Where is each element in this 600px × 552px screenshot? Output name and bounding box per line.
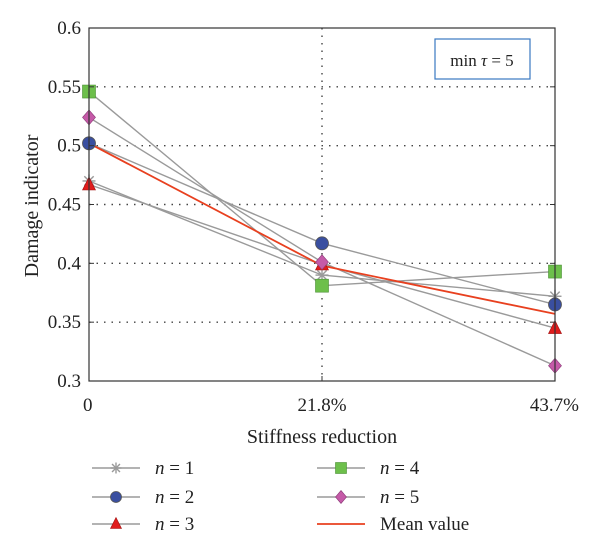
legend-item: n = 2 (92, 487, 194, 508)
legend-label: n = 5 (380, 487, 419, 508)
legend-item: n = 4 (317, 458, 420, 479)
legend-item: n = 1 (92, 458, 194, 479)
y-tick-label: 0.45 (48, 195, 81, 216)
legend: n = 1 n = 2 n = 3 n = 4 n = 5 Mean value (92, 458, 469, 535)
series-markers (82, 84, 562, 374)
legend-label: n = 4 (380, 458, 420, 479)
y-axis-label: Damage indicator (21, 134, 43, 277)
annotation-symbol: τ (481, 51, 488, 70)
annotation-suffix: = 5 (487, 51, 514, 70)
legend-marker-swatch (110, 462, 122, 474)
series-lines (88, 91, 556, 367)
legend-marker-swatch (110, 491, 122, 503)
annotation-box: min τ = 5 (434, 38, 531, 80)
legend-item: n = 5 (317, 487, 419, 508)
y-tick-label: 0.5 (57, 136, 81, 157)
axis-ticks: 0.3 0.35 0.4 0.45 0.5 0.55 0.6 0 21.8% 43.7% (48, 18, 579, 416)
legend-item: n = 3 (92, 514, 194, 535)
y-tick-label: 0.55 (48, 77, 81, 98)
annotation-prefix: min (450, 51, 481, 70)
legend-item: Mean value (317, 514, 469, 535)
x-axis-label: Stiffness reduction (247, 426, 397, 448)
legend-label: n = 3 (155, 514, 194, 535)
legend-marker-swatch (335, 490, 347, 504)
annotation-label: min τ = 5 (450, 51, 513, 70)
x-tick-label: 0 (83, 395, 93, 416)
data-point-n-5 (315, 254, 329, 271)
y-tick-label: 0.6 (57, 18, 81, 39)
legend-label: n = 2 (155, 487, 194, 508)
data-point-n-4 (315, 278, 329, 293)
y-tick-label: 0.4 (57, 253, 81, 274)
legend-label: n = 1 (155, 458, 194, 479)
y-tick-label: 0.35 (48, 312, 81, 333)
grid-lines (89, 28, 555, 381)
legend-label: Mean value (380, 514, 469, 535)
x-tick-label: 43.7% (530, 395, 579, 416)
legend-marker-swatch (335, 462, 347, 474)
y-tick-label: 0.3 (57, 371, 81, 392)
legend-marker-swatch (110, 516, 122, 529)
x-tick-label: 21.8% (297, 395, 346, 416)
data-point-n-2 (315, 236, 329, 251)
